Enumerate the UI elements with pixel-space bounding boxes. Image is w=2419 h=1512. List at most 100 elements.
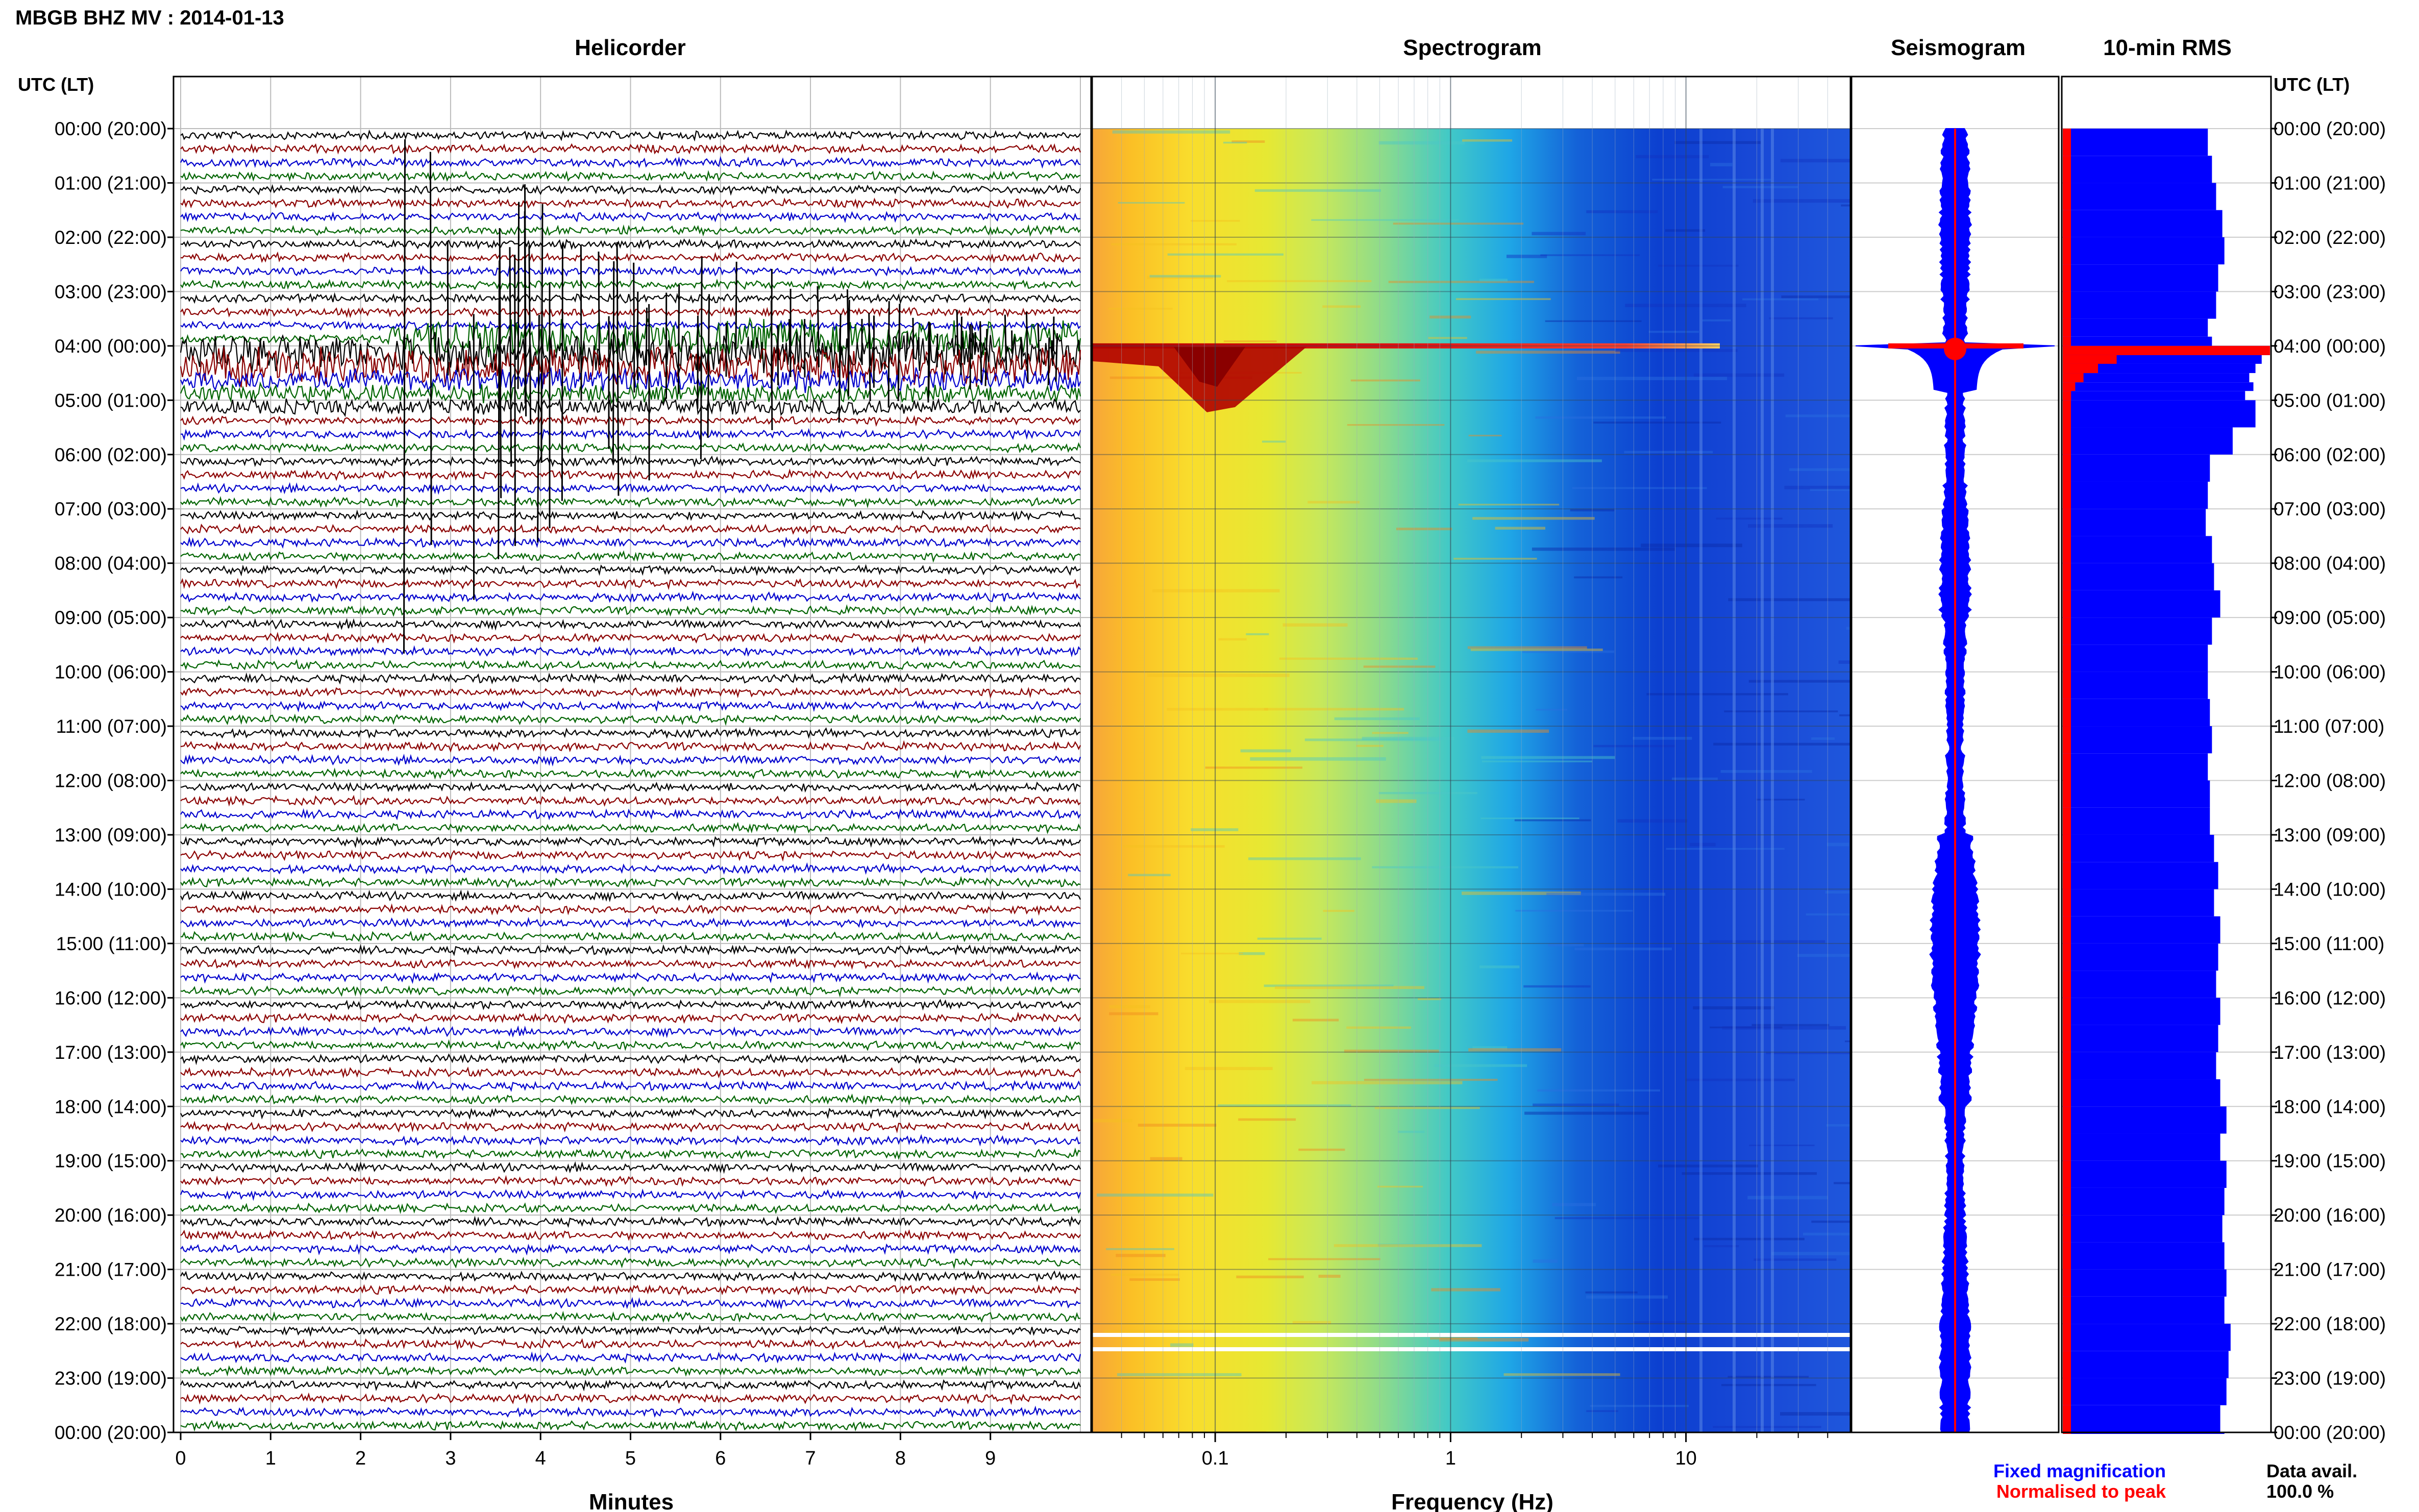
- spectrogram-streak: [1396, 527, 1452, 531]
- spectrogram-streak: [1752, 199, 1850, 203]
- helicorder-trace: [180, 306, 1081, 318]
- rms-fixed-bar: [2063, 1079, 2220, 1107]
- spectrogram-streak: [1378, 791, 1477, 795]
- spectrogram-streak: [1109, 1012, 1158, 1015]
- helicorder-trace: [180, 238, 1081, 251]
- helicorder-trace: [180, 1188, 1081, 1201]
- page-title: MBGB BHZ MV : 2014-01-13: [15, 7, 284, 29]
- helicorder-trace: [180, 381, 1081, 405]
- spectrogram-streak: [1257, 937, 1322, 940]
- y-tick-label-left: 04:00 (00:00): [55, 336, 167, 357]
- helicorder-trace: [180, 590, 1081, 603]
- spectrogram-streak: [1693, 373, 1785, 377]
- spectrogram-streak: [1322, 305, 1361, 308]
- rms-normalised-bar: [2063, 156, 2071, 183]
- spectrogram-streak: [1347, 424, 1445, 426]
- helicorder-trace: [180, 1351, 1081, 1364]
- spectrogram-streak: [1292, 1019, 1339, 1022]
- y-tick-label-left: 10:00 (06:00): [55, 662, 167, 683]
- spectrogram-streak: [1462, 139, 1513, 142]
- spectrogram-streak: [1476, 351, 1620, 354]
- helicorder-trace: [180, 1243, 1081, 1256]
- spectrogram-streak: [1479, 279, 1508, 282]
- spectrogram-streak: [1826, 1124, 1850, 1127]
- helicorder-trace: [180, 509, 1081, 522]
- spectrogram-streak: [1515, 910, 1633, 912]
- helicorder-trace: [180, 998, 1081, 1011]
- rms-fixed-bar: [2063, 645, 2208, 672]
- helicorder-event-spike: [1020, 337, 1023, 369]
- spectrogram-streak: [1223, 141, 1247, 144]
- y-tick-label-right: 20:00 (16:00): [2274, 1205, 2386, 1226]
- spectrogram-event-core: [1174, 346, 1245, 387]
- spectrogram-tonal-line: [1761, 129, 1764, 1432]
- rms-normalised-bar: [2063, 862, 2071, 889]
- helicorder-trace: [180, 930, 1081, 943]
- spectrogram-streak: [1118, 202, 1185, 204]
- rms-fixed-bar: [2063, 1025, 2218, 1052]
- helicorder-event-spike: [645, 307, 648, 365]
- helicorder-event-spike: [707, 294, 710, 438]
- y-tick-label-left: 23:00 (19:00): [55, 1368, 167, 1389]
- spectrogram-streak: [1111, 243, 1237, 245]
- helicorder-trace: [180, 550, 1081, 563]
- helicorder-trace: [180, 686, 1081, 699]
- spectrogram-streak: [1756, 799, 1805, 801]
- rms-normalised-bar: [2063, 509, 2071, 536]
- rms-normalised-bar: [2063, 1296, 2071, 1324]
- helicorder-trace: [180, 1175, 1081, 1187]
- spectrogram-streak: [1503, 1373, 1620, 1376]
- y-tick-label-left: 01:00 (21:00): [55, 172, 167, 193]
- helicorder-trace: [180, 129, 1081, 142]
- helicorder-event-spike: [817, 286, 820, 367]
- spectrogram-streak: [1742, 298, 1819, 301]
- helicorder-trace: [180, 754, 1081, 767]
- y-tick-label-left: 12:00 (08:00): [55, 771, 167, 791]
- rms-normalised-bar: [2063, 318, 2071, 337]
- helicorder-event-spike: [499, 228, 502, 499]
- helicorder-trace: [180, 292, 1081, 305]
- spectrogram-streak: [1393, 222, 1524, 225]
- rms-panel: [2061, 76, 2272, 1434]
- spectrogram-streak: [1418, 998, 1441, 1000]
- spectrogram-streak: [1167, 708, 1268, 711]
- spectrogram-streak: [1540, 254, 1640, 256]
- y-axis-ticks: 00:00 (20:00) 00:00 (20:00) 01:00 (21:00) 0…: [55, 118, 2386, 1443]
- spectrogram-gap-2: [1092, 1347, 1850, 1351]
- rms-fixed-bar: [2063, 1351, 2229, 1378]
- helicorder-trace: [180, 876, 1081, 889]
- spectrogram-x-tick-label: 1: [1445, 1448, 1456, 1469]
- spectrogram-streak: [1506, 255, 1547, 258]
- spectrogram-streak: [1702, 319, 1731, 321]
- rms-normalised-bar: [2063, 726, 2071, 754]
- helicorder-trace: [180, 1134, 1081, 1147]
- helicorder-x-tick-label: 0: [175, 1448, 186, 1469]
- spectrogram-streak: [1826, 842, 1849, 847]
- helicorder-x-tick-label: 6: [715, 1448, 726, 1469]
- spectrogram-streak: [1709, 940, 1825, 943]
- rms-fixed-bars: [2063, 129, 2270, 1434]
- spectrogram-streak: [1586, 1410, 1618, 1412]
- spectrogram-streak: [1149, 275, 1221, 278]
- spectrogram-event: [1092, 343, 1720, 412]
- rms-normalised-bar: [2063, 291, 2071, 319]
- spectrogram-streak: [1323, 910, 1354, 912]
- rms-normalised-bar: [2063, 363, 2099, 374]
- rms-normalised-bar: [2063, 780, 2071, 808]
- spectrogram-frame: [1091, 76, 1852, 1433]
- spectrogram-streak: [1376, 799, 1417, 803]
- rms-normalised-bar: [2063, 373, 2084, 383]
- y-tick-label-right: 02:00 (22:00): [2274, 227, 2386, 248]
- spectrogram-streak: [1467, 459, 1602, 462]
- spectrogram-streak: [1841, 204, 1850, 207]
- spectrogram-streak: [1495, 527, 1545, 530]
- y-tick-label-right: 16:00 (12:00): [2274, 987, 2386, 1008]
- rms-normalised-bar: [2063, 1351, 2071, 1378]
- rms-fixed-bar: [2063, 382, 2254, 391]
- rms-fixed-bar: [2063, 210, 2223, 237]
- rms-fixed-bar: [2063, 617, 2212, 645]
- spectrogram-streak: [1635, 155, 1709, 159]
- y-tick-label-right: 07:00 (03:00): [2274, 499, 2386, 519]
- helicorder-trace: [180, 1338, 1081, 1350]
- spectrogram-streak: [1532, 232, 1586, 236]
